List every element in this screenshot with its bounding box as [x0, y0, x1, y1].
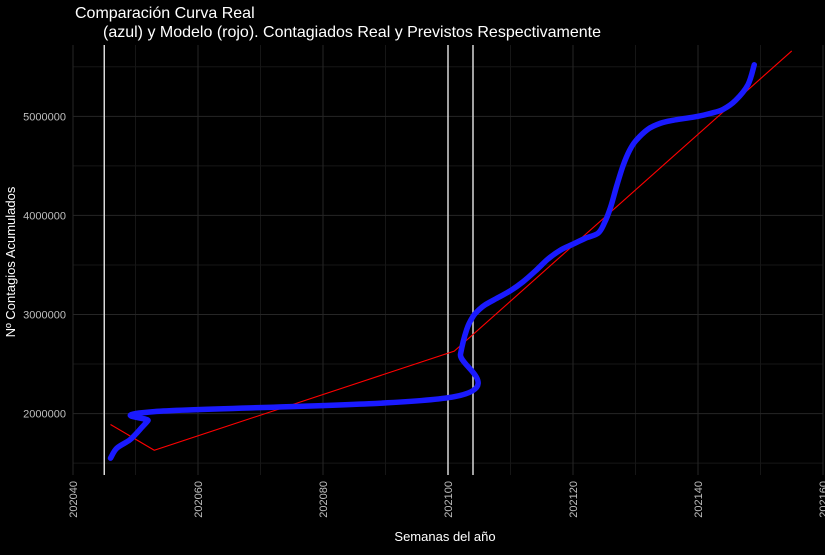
- x-tick-label: 202160: [818, 481, 825, 518]
- x-tick-label: 202080: [318, 481, 330, 518]
- chart-title-line-1: Comparación Curva Real: [75, 5, 255, 22]
- x-tick-label: 202100: [443, 481, 455, 518]
- y-tick-label: 4000000: [23, 210, 66, 222]
- chart-title-line-2: (azul) y Modelo (rojo). Contagiados Real…: [103, 24, 601, 41]
- y-tick-label: 5000000: [23, 111, 66, 123]
- x-tick-label: 202040: [68, 481, 80, 518]
- y-axis-label: Nº Contagios Acumulados: [3, 186, 18, 337]
- x-tick-label: 202060: [193, 481, 205, 518]
- y-tick-label: 2000000: [23, 409, 66, 421]
- y-tick-label: 3000000: [23, 309, 66, 321]
- x-tick-label: 202140: [693, 481, 705, 518]
- x-axis-label: Semanas del año: [394, 529, 495, 544]
- x-tick-label: 202120: [568, 481, 580, 518]
